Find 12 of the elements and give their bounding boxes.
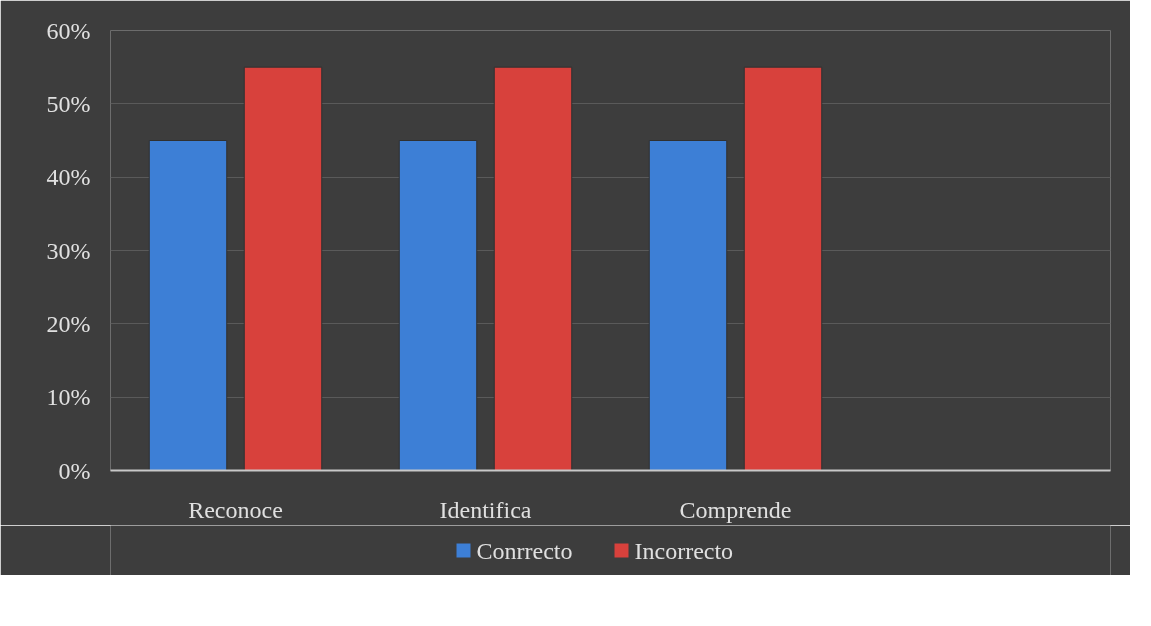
y-tick-label: 20%	[46, 310, 91, 337]
y-tick-label: 10%	[46, 384, 91, 411]
y-tick-label: 60%	[46, 17, 91, 44]
y-tick-label: 30%	[46, 237, 91, 264]
y-tick-label: 50%	[46, 90, 91, 117]
legend-label: Incorrecto	[634, 537, 734, 564]
x-tick-label: Identifica	[439, 496, 532, 523]
y-tick-label: 0%	[58, 457, 91, 484]
x-tick-label: Reconoce	[188, 496, 283, 523]
y-tick-label: 40%	[46, 164, 91, 191]
x-tick-label: Comprende	[679, 496, 792, 523]
legend-label: Conrrecto	[476, 537, 573, 564]
